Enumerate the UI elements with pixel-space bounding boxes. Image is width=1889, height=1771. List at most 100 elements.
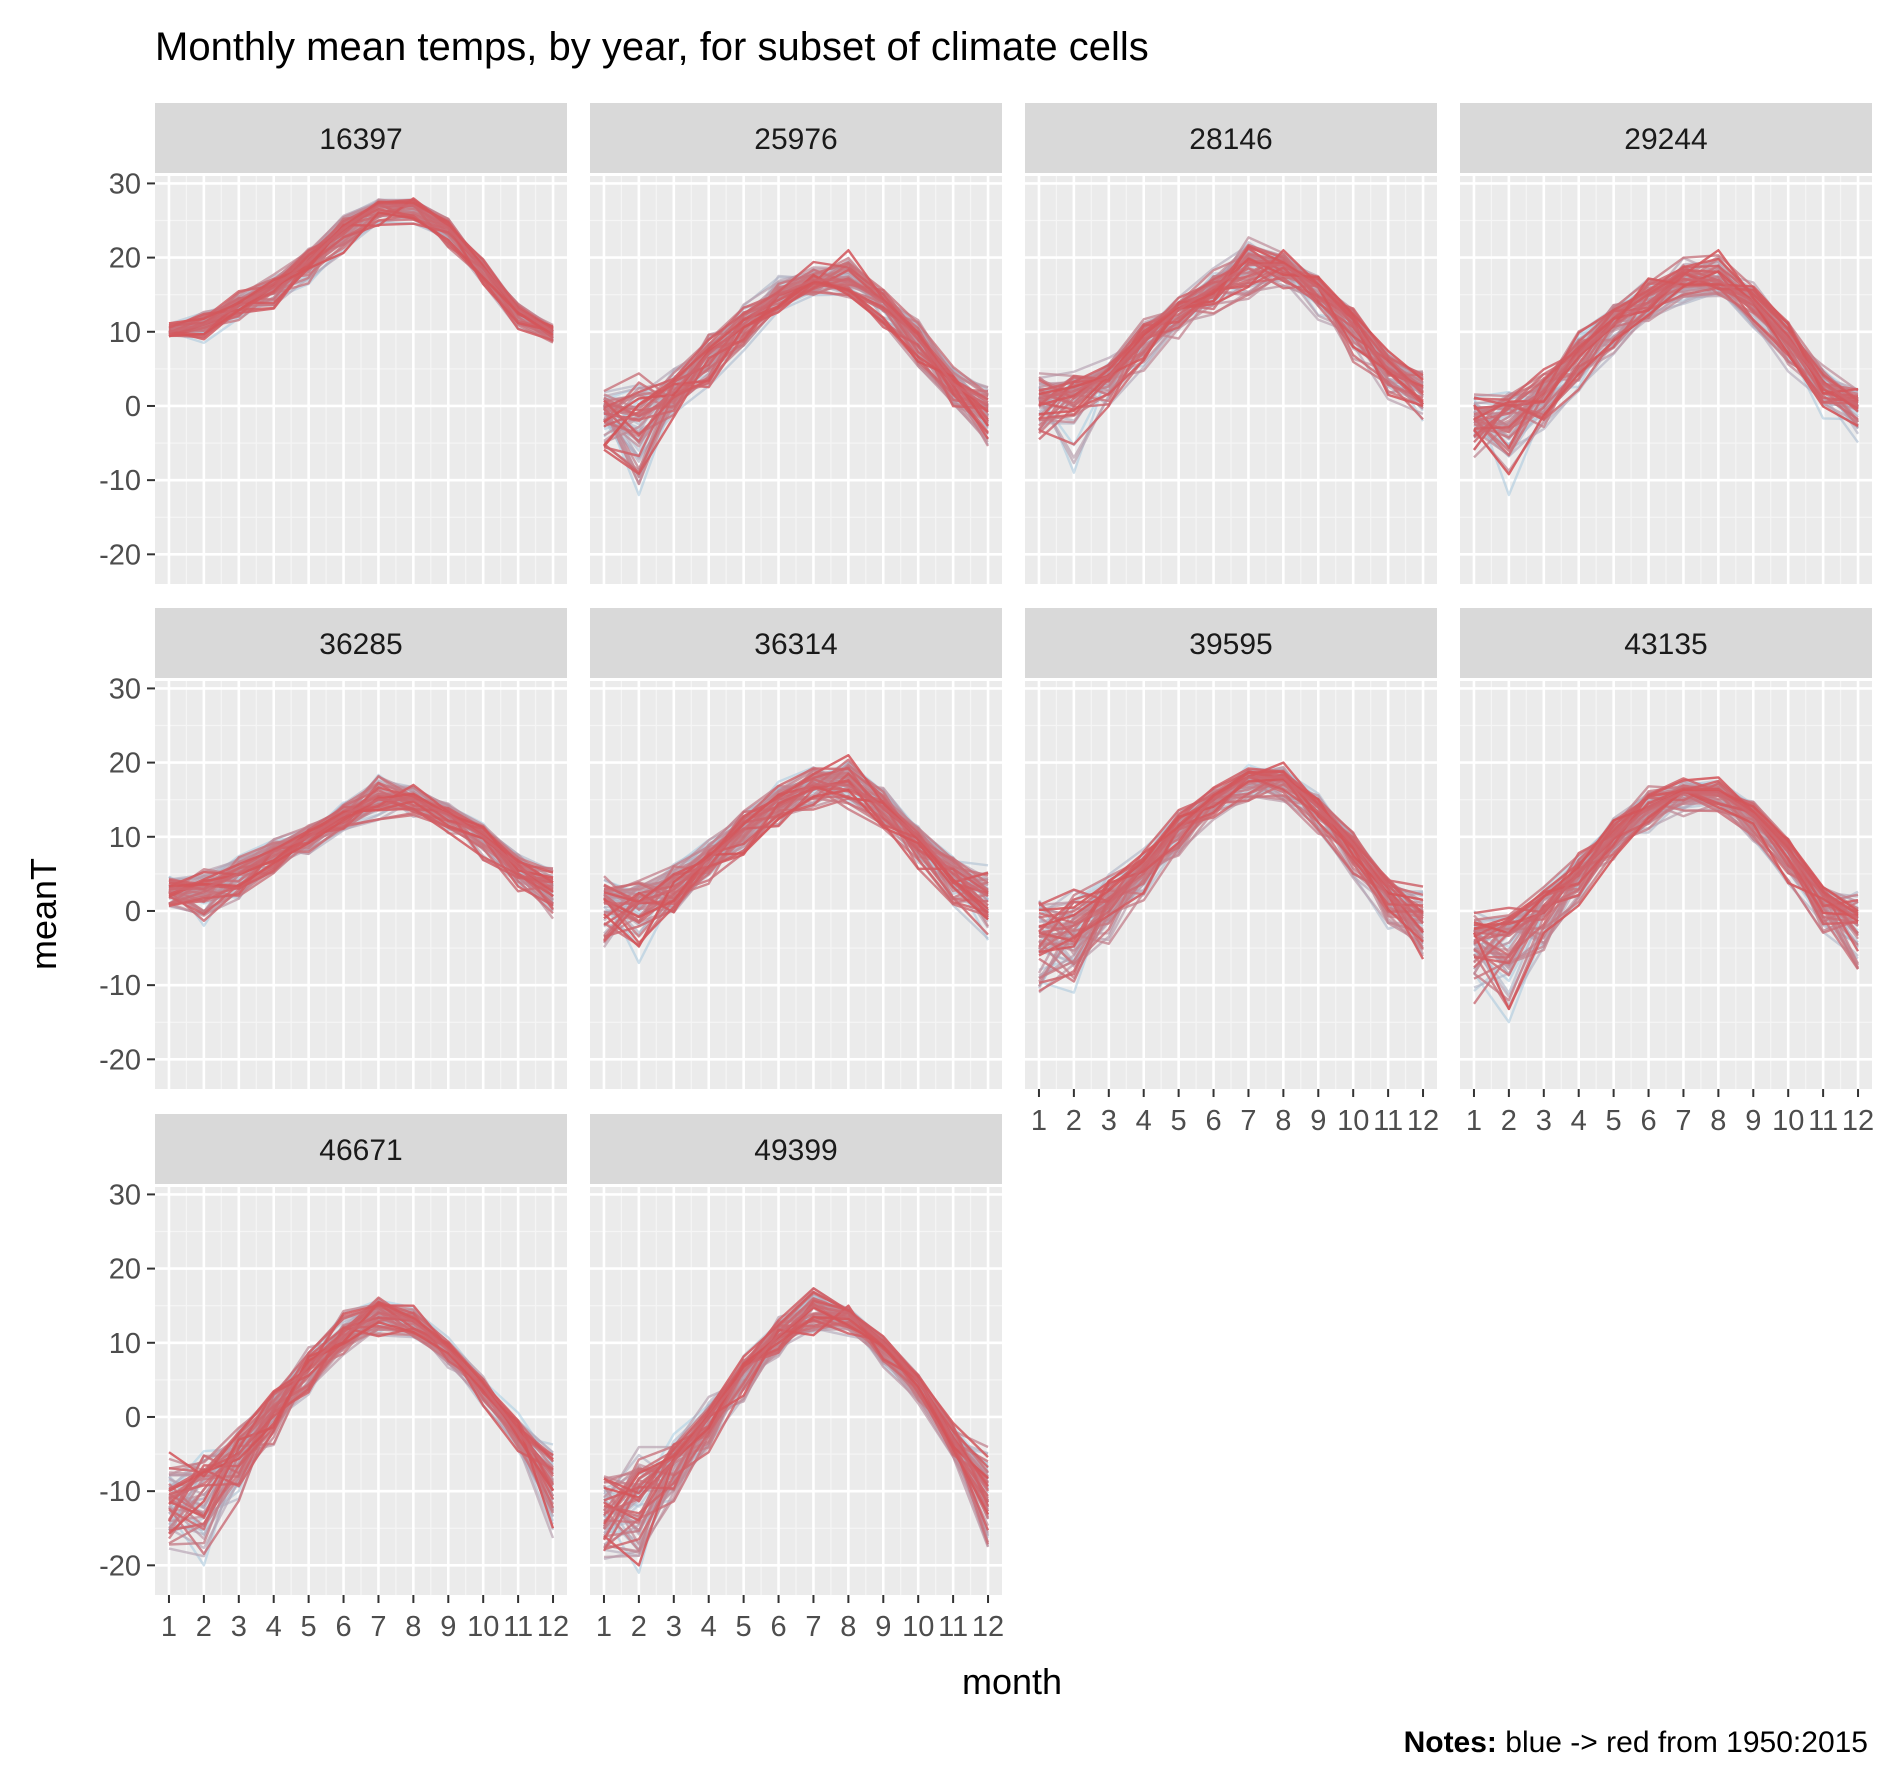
gridlines	[1460, 681, 1872, 1089]
x-tick-label: 5	[1606, 1105, 1622, 1137]
x-tick-label: 9	[875, 1611, 891, 1643]
y-tick-label: 30	[109, 1179, 141, 1211]
facet-strip-label: 16397	[319, 123, 402, 156]
x-tick-label: 12	[1842, 1105, 1874, 1137]
y-tick-label: 0	[125, 1402, 141, 1434]
x-tick-label: 12	[972, 1611, 1004, 1643]
year-lines	[1472, 248, 1860, 497]
y-tick-label: 10	[109, 822, 141, 854]
x-axis: 1 2 3 4 5 6 7 8 9 10 11 12	[1466, 1089, 1874, 1137]
year-line-2014	[1473, 277, 1859, 421]
facet-strip	[155, 608, 567, 678]
y-axis: 30 20 10 0 -10 -20	[99, 673, 155, 1076]
x-tick-label: 1	[1466, 1105, 1482, 1137]
y-tick-label: 30	[109, 673, 141, 705]
year-line-2015	[168, 792, 554, 888]
facet-strip	[1460, 103, 1872, 173]
y-tick-label: -20	[99, 539, 141, 571]
caption-note-text: blue -> red from 1950:2015	[1497, 1726, 1868, 1759]
x-tick-label: 4	[266, 1611, 282, 1643]
facet-strip	[155, 103, 567, 173]
chart-title: Monthly mean temps, by year, for subset …	[155, 25, 1149, 69]
x-tick-label: 4	[701, 1611, 717, 1643]
gridlines	[155, 176, 567, 584]
x-axis: 1 2 3 4 5 6 7 8 9 10 11 12	[1031, 1089, 1439, 1137]
x-tick-label: 7	[1675, 1105, 1691, 1137]
y-tick-label: 20	[109, 748, 141, 780]
facet-strip	[590, 103, 1002, 173]
gridlines	[590, 1187, 1002, 1595]
y-axis: 30 20 10 0 -10 -20	[99, 168, 155, 571]
x-tick-label: 2	[1501, 1105, 1517, 1137]
x-tick-label: 10	[1772, 1105, 1804, 1137]
y-tick-label: 0	[125, 896, 141, 928]
x-tick-label: 10	[467, 1611, 499, 1643]
mean-line	[604, 783, 989, 905]
x-tick-label: 8	[1710, 1105, 1726, 1137]
year-lines	[1037, 236, 1425, 474]
x-tick-label: 6	[335, 1611, 351, 1643]
y-axis-title: meanT	[23, 858, 64, 970]
mean-line	[603, 1304, 990, 1515]
x-tick-label: 9	[440, 1611, 456, 1643]
x-tick-label: 6	[770, 1611, 786, 1643]
mean-line	[1473, 278, 1859, 423]
y-tick-label: -10	[99, 1476, 141, 1508]
year-lines	[602, 248, 990, 497]
year-line-2013	[168, 1304, 554, 1478]
caption-note: Notes: blue -> red from 1950:2015	[1404, 1726, 1868, 1759]
year-line-2014	[1472, 790, 1859, 1011]
x-tick-label: 11	[938, 1611, 968, 1643]
facet-36285: 36285 30 20 10 0 -10 -20	[99, 608, 567, 1089]
x-tick-label: 10	[1337, 1105, 1369, 1137]
facet-strip-label: 28146	[1189, 123, 1272, 156]
x-tick-label: 6	[1205, 1105, 1221, 1137]
x-tick-label: 9	[1745, 1105, 1761, 1137]
x-axis-title: month	[962, 1661, 1062, 1702]
y-tick-label: -10	[99, 465, 141, 497]
mean-line	[1038, 776, 1424, 935]
x-tick-label: 9	[1310, 1105, 1326, 1137]
year-line-2001	[603, 268, 989, 435]
x-tick-label: 10	[902, 1611, 934, 1643]
x-tick-label: 11	[503, 1611, 533, 1643]
x-tick-label: 6	[1640, 1105, 1656, 1137]
x-tick-label: 11	[1808, 1105, 1838, 1137]
x-tick-label: 7	[370, 1611, 386, 1643]
y-tick-label: -20	[99, 1044, 141, 1076]
facet-strip-label: 29244	[1624, 123, 1707, 156]
x-tick-label: 2	[631, 1611, 647, 1643]
x-tick-label: 5	[301, 1611, 317, 1643]
mean-line	[169, 798, 554, 891]
x-tick-label: 1	[161, 1611, 177, 1643]
x-axis: 1 2 3 4 5 6 7 8 9 10 11 12	[161, 1595, 569, 1643]
facet-29244: 29244	[1460, 103, 1872, 584]
x-tick-label: 7	[1240, 1105, 1256, 1137]
year-lines	[168, 773, 554, 927]
year-line-2015	[168, 211, 554, 337]
year-lines	[1037, 761, 1425, 994]
caption-note-label: Notes:	[1404, 1726, 1497, 1759]
y-tick-label: 0	[125, 391, 141, 423]
x-tick-label: 1	[596, 1611, 612, 1643]
year-line-2012	[603, 1290, 989, 1495]
mean-line	[168, 204, 554, 334]
x-tick-label: 2	[196, 1611, 212, 1643]
x-tick-label: 3	[1101, 1105, 1117, 1137]
year-line-2015	[1473, 270, 1859, 476]
facet-strip	[1025, 103, 1437, 173]
facet-strip-label: 49399	[754, 1134, 837, 1167]
facet-strip-label: 36314	[754, 628, 837, 661]
year-line-2014	[603, 785, 989, 919]
y-tick-label: 10	[109, 317, 141, 349]
y-tick-label: 30	[109, 168, 141, 200]
y-tick-label: -10	[99, 970, 141, 1002]
mean-line	[603, 278, 989, 423]
facet-strip	[590, 1114, 1002, 1184]
mean-line	[168, 1311, 555, 1500]
year-line-2012	[1038, 261, 1424, 411]
year-line-2006	[1038, 772, 1424, 985]
facet-strip-label: 39595	[1189, 628, 1272, 661]
